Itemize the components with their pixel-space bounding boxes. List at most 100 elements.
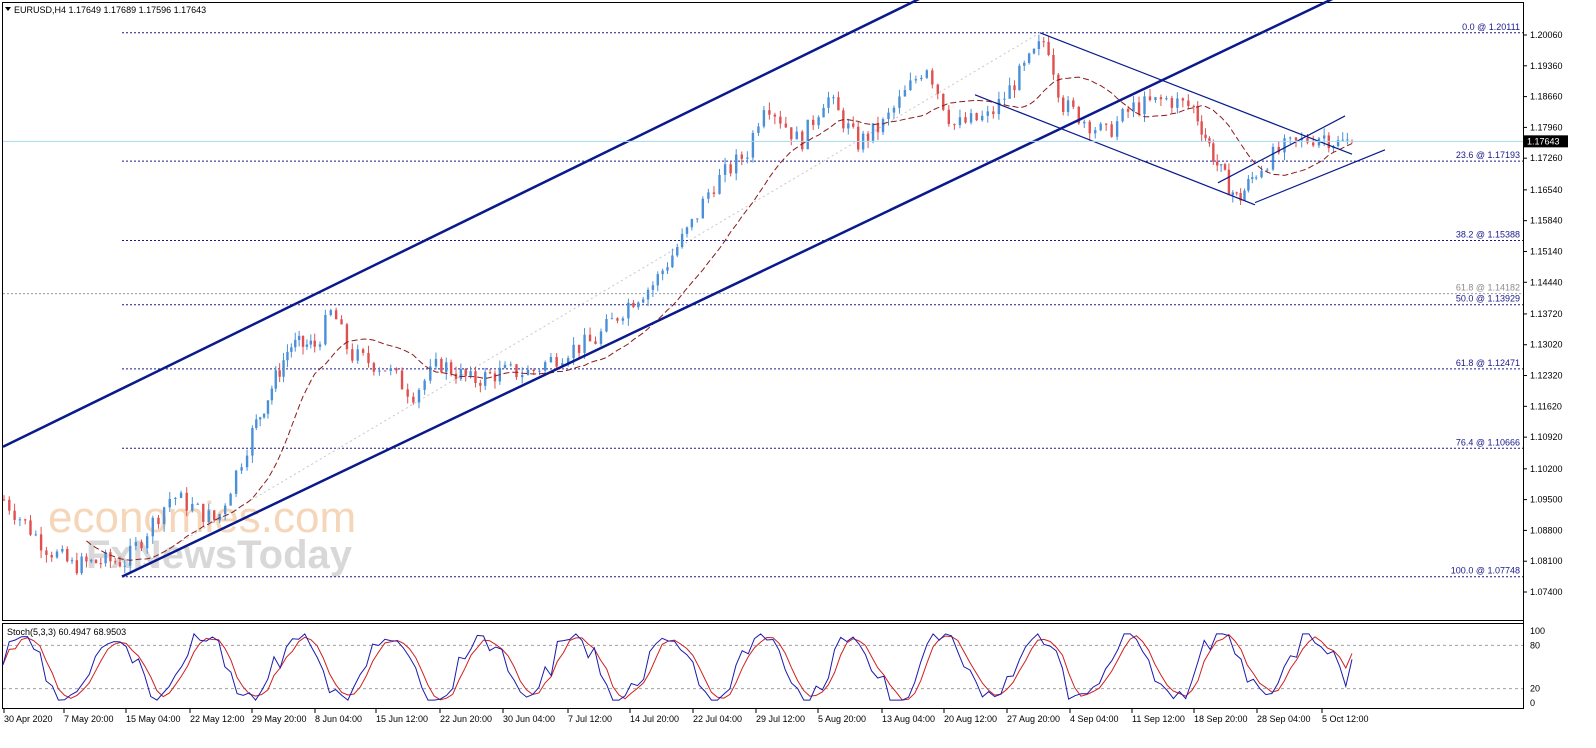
candle-body <box>1181 98 1185 101</box>
candle-body <box>1047 41 1050 55</box>
candle-body <box>128 545 132 566</box>
candle-body <box>229 493 232 506</box>
candle-body <box>822 107 825 118</box>
candle-body <box>1170 98 1174 108</box>
candle-body <box>605 319 608 332</box>
candle-body <box>1283 138 1286 153</box>
candle-body <box>1294 137 1298 141</box>
candle-body <box>847 123 850 129</box>
candle-body <box>975 113 978 121</box>
candle-body <box>493 373 497 382</box>
candle-body <box>909 80 912 91</box>
candle-body <box>980 115 984 121</box>
candle-body <box>1239 193 1242 201</box>
candle-body <box>1094 130 1097 134</box>
rising-channel-lower <box>1254 149 1386 204</box>
candle-body <box>964 117 967 123</box>
candle-body <box>1165 98 1168 100</box>
candle-body <box>566 358 570 364</box>
candle-body <box>610 318 614 320</box>
time-tick-label: 29 Jul 12:00 <box>756 714 805 724</box>
candle-body <box>690 219 694 228</box>
candle-body <box>671 255 674 268</box>
candle-body <box>245 455 249 468</box>
candle-body <box>157 517 160 525</box>
candle-body <box>262 413 266 418</box>
candle-body <box>223 505 227 515</box>
candle-body <box>751 132 755 158</box>
candle-body <box>309 340 313 345</box>
candle-body <box>474 371 477 383</box>
time-tick-label: 7 Jul 12:00 <box>568 714 612 724</box>
candle-body <box>1099 123 1102 131</box>
candle-body <box>406 389 409 397</box>
time-axis: 30 Apr 2020 7 May 20:00 15 May 04:00 22 May… <box>3 709 1369 724</box>
stoch-tick-label: 80 <box>1530 640 1540 650</box>
time-tick-label: 5 Oct 12:00 <box>1322 714 1369 724</box>
candle-body <box>1266 169 1269 171</box>
down-channel-lower <box>974 94 1256 206</box>
candle-body <box>920 77 923 80</box>
candle-body <box>1231 192 1235 196</box>
candle-body <box>1306 138 1309 143</box>
price-tick-label: 1.15840 <box>1530 216 1563 226</box>
time-tick-label: 22 Jul 04:00 <box>693 714 742 724</box>
price-tick-label: 1.13020 <box>1530 340 1563 350</box>
candle-body <box>185 492 188 511</box>
rising-channel-upper <box>1217 115 1346 184</box>
candle-body <box>1023 62 1026 66</box>
candle-body <box>521 375 524 378</box>
candle-body <box>13 510 16 520</box>
candle-body <box>1187 100 1190 107</box>
time-tick-label: 5 Aug 20:00 <box>818 714 866 724</box>
candle-body <box>395 368 398 371</box>
candle-body <box>1251 177 1254 179</box>
price-tick-label: 1.16540 <box>1530 185 1563 195</box>
candle-body <box>1115 121 1119 137</box>
candle-body <box>903 90 907 97</box>
current-price-tag <box>1524 135 1568 148</box>
price-tick-label: 1.12320 <box>1530 371 1563 381</box>
time-tick-label: 27 Aug 20:00 <box>1007 714 1060 724</box>
channel-upper-line <box>2 0 920 448</box>
candle-body <box>735 154 738 174</box>
candle-body <box>423 380 426 390</box>
candle-body <box>1037 41 1041 49</box>
fibonacci-levels: 0.0 @ 1.20111 23.6 @ 1.17193 38.2 @ 1.1538… <box>3 22 1523 578</box>
price-tick-label: 1.10920 <box>1530 432 1563 442</box>
time-tick-label: 22 Jun 20:00 <box>440 714 492 724</box>
candle-body <box>666 267 669 271</box>
candle-body <box>1008 85 1011 99</box>
candle-body <box>454 373 458 379</box>
price-tick-label: 1.08100 <box>1530 556 1563 566</box>
watermark-line2: FxNewsToday <box>86 533 353 577</box>
candle-body <box>113 561 117 563</box>
symbol-dropdown-icon[interactable] <box>5 7 11 11</box>
candle-body <box>773 114 777 117</box>
candle-body <box>1159 97 1163 100</box>
price-tick-label: 1.15140 <box>1530 246 1563 256</box>
candle-body <box>1083 121 1086 124</box>
candle-body <box>1066 100 1070 113</box>
candle-body <box>712 192 716 194</box>
candle-body <box>90 559 93 562</box>
candle-body <box>876 123 880 133</box>
price-tick-label: 1.20060 <box>1530 30 1563 40</box>
candle-body <box>892 107 896 113</box>
candle-body <box>914 79 918 81</box>
candle-body <box>367 352 370 364</box>
candle-body <box>324 314 327 345</box>
candle-body <box>345 324 349 350</box>
candle-body <box>179 492 183 498</box>
price-tick-label: 1.19360 <box>1530 61 1563 71</box>
candle-body <box>811 119 815 126</box>
candle-body <box>440 358 443 373</box>
candle-body <box>707 192 710 199</box>
candle-body <box>549 356 553 363</box>
candle-body <box>801 131 804 150</box>
candle-body <box>992 111 995 115</box>
candle-body <box>1341 139 1344 141</box>
price-tick-label: 1.17260 <box>1530 153 1563 163</box>
price-axis: 1.20060 1.19360 1.18660 1.17960 1.17260 1.165… <box>1523 30 1563 597</box>
